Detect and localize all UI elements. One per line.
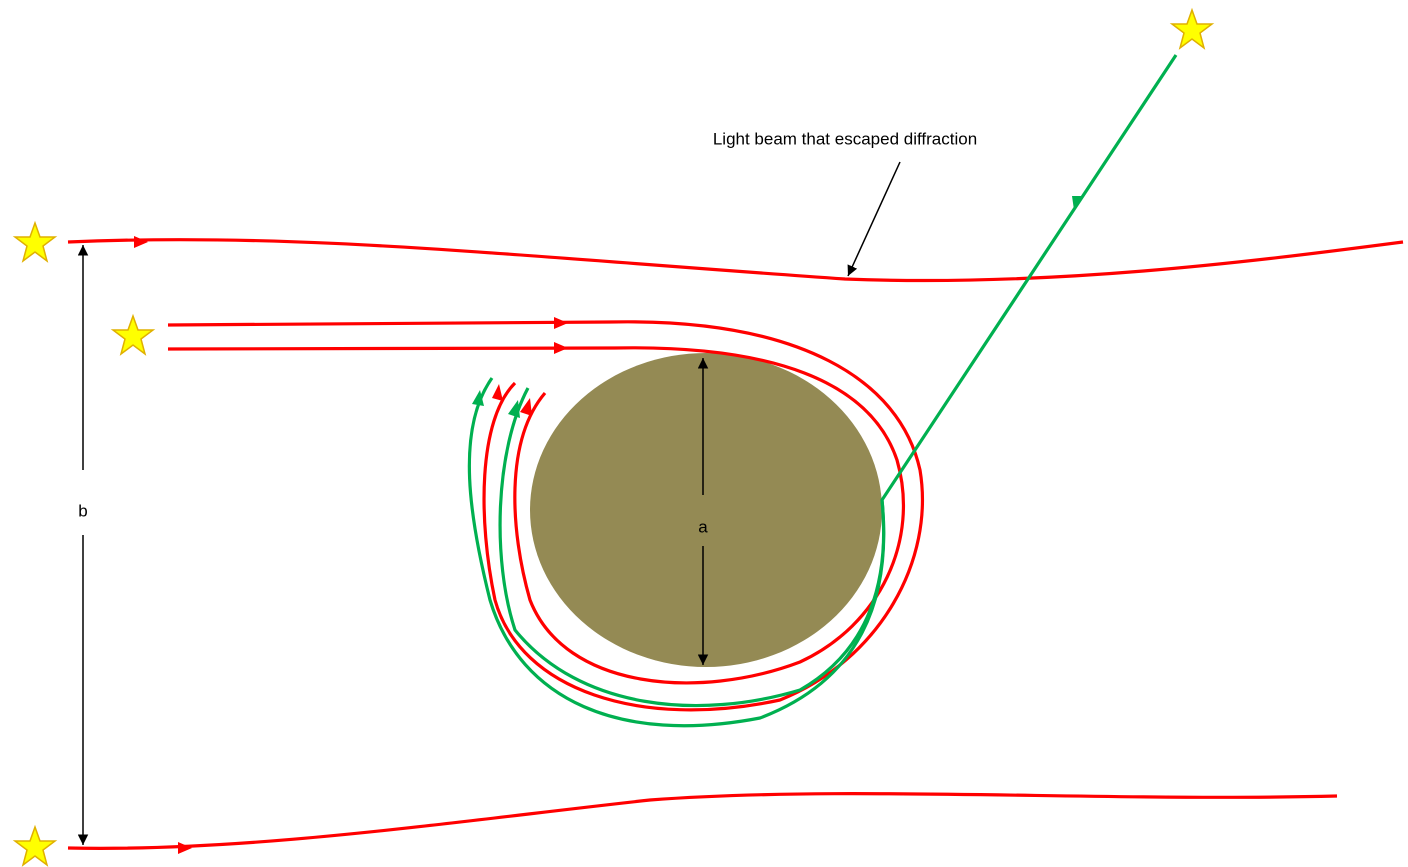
arrowhead (1072, 196, 1084, 210)
diagram: a b Light beam that escaped diffraction (0, 0, 1408, 867)
star (113, 316, 153, 354)
annotation: Light beam that escaped diffraction (713, 129, 977, 148)
escaped-beam (68, 240, 1403, 281)
dimension-label: b (78, 501, 87, 520)
arrowhead (508, 400, 520, 418)
star (15, 223, 55, 261)
arrowhead (554, 317, 568, 329)
arrowhead (178, 842, 192, 854)
arrowhead (134, 236, 148, 248)
arrowhead (554, 342, 568, 354)
annotation-pointer (848, 162, 900, 276)
star (15, 827, 55, 865)
page: a b Light beam that escaped diffraction … (0, 0, 1408, 867)
lower-beam (68, 794, 1337, 849)
dimension-label: a (698, 517, 708, 536)
star (1172, 10, 1212, 48)
massive-body (530, 353, 882, 667)
arrowhead (492, 384, 503, 401)
